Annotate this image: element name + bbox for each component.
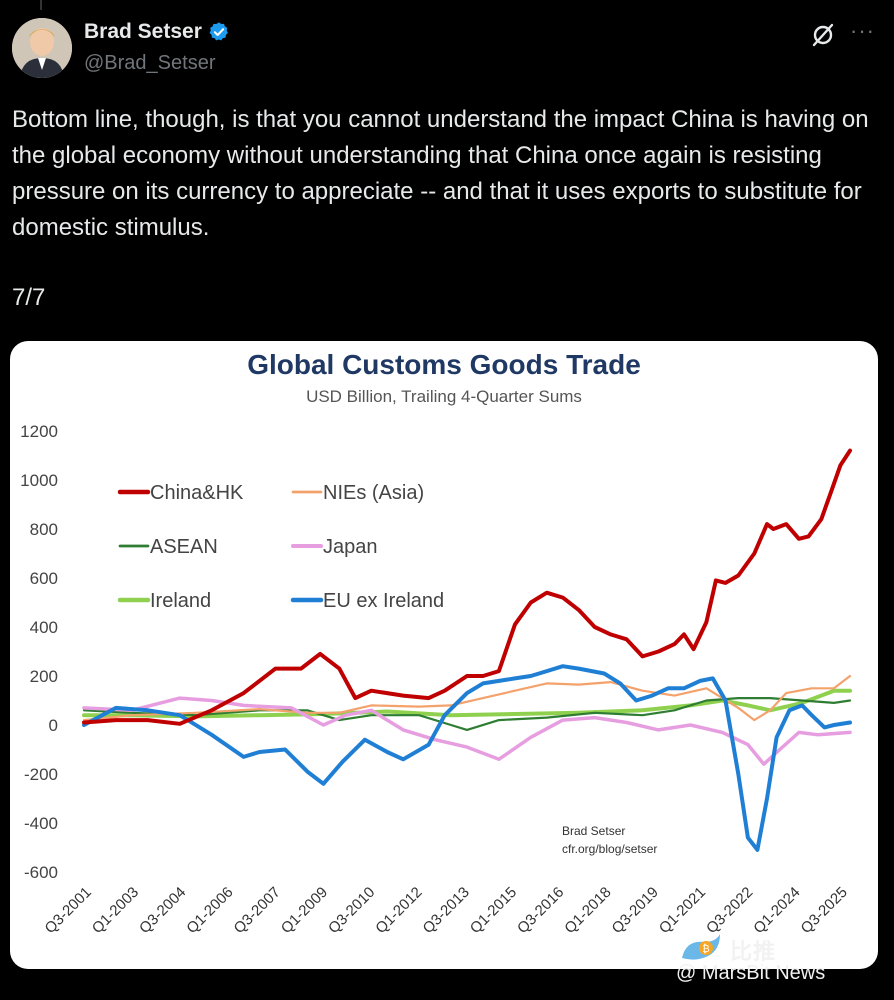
- x-tick-label: Q1-2009: [278, 884, 331, 937]
- chart-title: Global Customs Goods Trade: [247, 349, 641, 380]
- x-tick-label: Q1-2003: [89, 884, 142, 937]
- watermark-brand-cn: 比推: [730, 939, 777, 964]
- y-tick-label: 200: [30, 667, 58, 686]
- x-tick-label: Q1-2006: [183, 884, 236, 937]
- legend-label-china-hk: China&HK: [150, 482, 244, 504]
- legend-label-ireland: Ireland: [150, 590, 211, 612]
- chart-annotation: Brad Setser: [562, 824, 625, 838]
- author-name[interactable]: Brad Setser: [84, 20, 202, 43]
- y-tick-label: 800: [30, 520, 58, 539]
- avatar-image: [12, 18, 72, 78]
- more-options-icon[interactable]: ···: [850, 18, 875, 43]
- series-line-ireland: [82, 688, 852, 719]
- x-tick-label: Q3-2016: [514, 884, 567, 937]
- thread-page-indicator: 7/7: [12, 284, 46, 311]
- author-handle[interactable]: @Brad_Setser: [84, 52, 216, 74]
- avatar[interactable]: [12, 18, 72, 78]
- y-tick-label: -600: [24, 863, 58, 882]
- y-tick-label: 1200: [20, 422, 58, 441]
- x-tick-label: Q3-2013: [420, 884, 473, 937]
- x-tick-label: Q3-2007: [231, 884, 284, 937]
- x-tick-label: Q3-2010: [325, 884, 378, 937]
- y-tick-label: -400: [24, 814, 58, 833]
- x-tick-label: Q1-2012: [372, 884, 425, 937]
- legend-label-eu-ex-ireland: EU ex Ireland: [323, 590, 444, 612]
- chart-annotation: cfr.org/blog/setser: [562, 842, 657, 856]
- x-tick-label: Q3-2001: [42, 884, 95, 937]
- grok-icon[interactable]: [810, 22, 836, 48]
- series-line-japan: [82, 696, 852, 766]
- legend-label-asean: ASEAN: [150, 536, 218, 558]
- svg-text:₿: ₿: [702, 943, 709, 955]
- y-tick-label: 400: [30, 618, 58, 637]
- x-tick-label: Q3-2025: [798, 884, 851, 937]
- x-tick-label: Q1-2015: [467, 884, 520, 937]
- chart-image-card[interactable]: Global Customs Goods Trade USD Billion, …: [10, 341, 878, 969]
- line-chart: 1200 1000 800 600 400 200 0 -200 -400 -600 Q3-2001…: [20, 422, 852, 937]
- x-tick-label: Q3-2019: [609, 884, 662, 937]
- thread-connector-line: [40, 0, 42, 10]
- watermark: ₿ 比推: [676, 930, 776, 970]
- x-tick-label: Q1-2018: [561, 884, 614, 937]
- y-tick-label: -200: [24, 765, 58, 784]
- series-line-eu-ex-ireland: [82, 664, 852, 852]
- legend-label-japan: Japan: [323, 536, 378, 558]
- y-tick-label: 600: [30, 569, 58, 588]
- y-tick-label: 1000: [20, 471, 58, 490]
- tweet-text: Bottom line, though, is that you cannot …: [12, 106, 876, 241]
- y-tick-label: 0: [49, 716, 58, 735]
- watermark-bird-logo-icon: ₿: [682, 934, 720, 960]
- series-line-china-hk: [82, 448, 852, 726]
- legend-label-nies-asia-: NIEs (Asia): [323, 482, 424, 504]
- chart-subtitle: USD Billion, Trailing 4-Quarter Sums: [306, 387, 582, 406]
- watermark-brand-en: @ MarsBit News: [676, 962, 826, 984]
- verified-badge-icon: [209, 22, 228, 41]
- x-tick-label: Q3-2004: [136, 884, 189, 937]
